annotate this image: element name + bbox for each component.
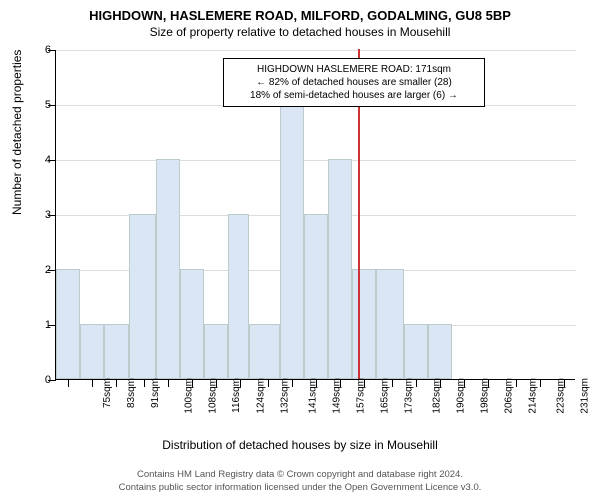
x-tick xyxy=(564,379,565,387)
x-tick xyxy=(488,379,489,387)
x-tick-label: 124sqm xyxy=(256,378,267,414)
gridline xyxy=(56,50,576,51)
bar xyxy=(156,159,180,379)
x-tick-label: 173sqm xyxy=(404,378,415,414)
x-tick-label: 231sqm xyxy=(579,378,590,414)
x-tick xyxy=(464,379,465,387)
y-tick-label: 0 xyxy=(31,374,51,386)
bar xyxy=(249,324,279,379)
bar xyxy=(129,214,156,379)
footer-line1: Contains HM Land Registry data © Crown c… xyxy=(0,469,600,481)
bar xyxy=(404,324,428,379)
chart-zone: 012345675sqm83sqm91sqm100sqm108sqm116sqm… xyxy=(55,50,575,380)
x-tick xyxy=(216,379,217,387)
x-tick xyxy=(68,379,69,387)
x-tick xyxy=(440,379,441,387)
x-tick-label: 91sqm xyxy=(150,378,161,408)
y-tick-label: 6 xyxy=(31,44,51,56)
bar xyxy=(352,269,376,379)
bar xyxy=(428,324,452,379)
x-tick-label: 206sqm xyxy=(504,378,515,414)
x-tick xyxy=(292,379,293,387)
footer: Contains HM Land Registry data © Crown c… xyxy=(0,469,600,494)
x-tick xyxy=(92,379,93,387)
x-tick xyxy=(392,379,393,387)
x-tick xyxy=(192,379,193,387)
bar xyxy=(80,324,104,379)
x-tick xyxy=(316,379,317,387)
x-axis-label: Distribution of detached houses by size … xyxy=(0,438,600,452)
annotation-line3: 18% of semi-detached houses are larger (… xyxy=(230,89,478,102)
bar xyxy=(104,324,128,379)
y-tick-label: 5 xyxy=(31,99,51,111)
bar xyxy=(304,214,328,379)
y-tick-label: 1 xyxy=(31,319,51,331)
y-tick-label: 2 xyxy=(31,264,51,276)
x-tick-label: 83sqm xyxy=(126,378,137,408)
x-tick xyxy=(540,379,541,387)
bar xyxy=(204,324,228,379)
x-tick xyxy=(240,379,241,387)
x-tick xyxy=(168,379,169,387)
x-tick xyxy=(144,379,145,387)
annotation-line1: HIGHDOWN HASLEMERE ROAD: 171sqm xyxy=(230,63,478,76)
footer-line2: Contains public sector information licen… xyxy=(0,482,600,494)
x-tick xyxy=(516,379,517,387)
chart-container: HIGHDOWN, HASLEMERE ROAD, MILFORD, GODAL… xyxy=(0,0,600,500)
bar xyxy=(280,104,304,379)
title-line1: HIGHDOWN, HASLEMERE ROAD, MILFORD, GODAL… xyxy=(0,0,600,23)
x-tick-label: 132sqm xyxy=(280,378,291,414)
title-line2: Size of property relative to detached ho… xyxy=(0,23,600,39)
gridline xyxy=(56,160,576,161)
x-tick xyxy=(116,379,117,387)
y-tick-label: 3 xyxy=(31,209,51,221)
annotation-box: HIGHDOWN HASLEMERE ROAD: 171sqm ← 82% of… xyxy=(223,58,485,107)
annotation-line2: ← 82% of detached houses are smaller (28… xyxy=(230,76,478,89)
x-tick xyxy=(364,379,365,387)
x-tick xyxy=(340,379,341,387)
bar xyxy=(376,269,403,379)
y-axis-label: Number of detached properties xyxy=(10,50,24,215)
x-tick xyxy=(416,379,417,387)
x-tick-label: 75sqm xyxy=(102,378,113,408)
x-tick-label: 165sqm xyxy=(380,378,391,414)
x-tick xyxy=(268,379,269,387)
bar xyxy=(56,269,80,379)
bar xyxy=(328,159,352,379)
x-tick-label: 214sqm xyxy=(528,378,539,414)
y-tick-label: 4 xyxy=(31,154,51,166)
bar xyxy=(228,214,249,379)
bar xyxy=(180,269,204,379)
